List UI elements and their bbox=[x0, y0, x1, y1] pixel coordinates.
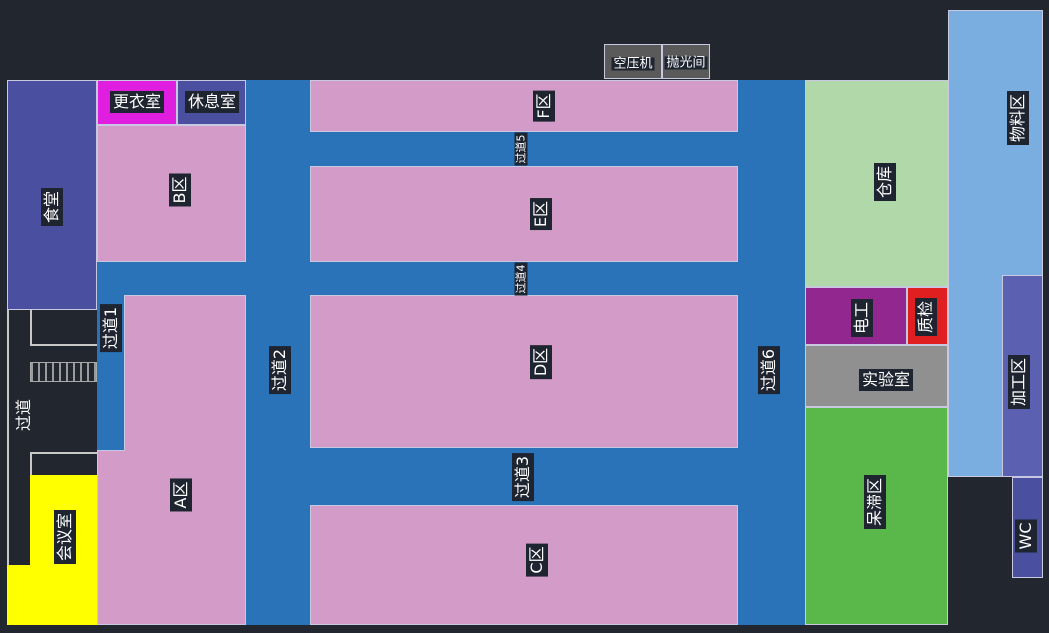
zone-a-lower bbox=[97, 450, 125, 625]
label-rest: 休息室 bbox=[184, 91, 240, 113]
room-meeting-lower bbox=[7, 565, 31, 625]
label-wc: WC bbox=[1015, 519, 1037, 553]
label-lab: 实验室 bbox=[858, 369, 914, 391]
wall-line bbox=[7, 310, 9, 565]
label-electric: 电工 bbox=[851, 298, 873, 338]
label-zone-c: C区 bbox=[526, 543, 548, 577]
label-compressor: 空压机 bbox=[611, 56, 655, 72]
label-aisle2: 过道2 bbox=[269, 345, 291, 395]
label-meeting: 会议室 bbox=[54, 509, 76, 565]
zone-f[interactable] bbox=[310, 80, 738, 132]
label-zone-a: A区 bbox=[170, 478, 192, 512]
label-warehouse: 仓库 bbox=[874, 162, 896, 202]
zone-a[interactable] bbox=[124, 295, 246, 625]
zone-d[interactable] bbox=[310, 295, 738, 448]
label-aisle6: 过道6 bbox=[758, 345, 780, 395]
wall-line bbox=[30, 452, 32, 476]
label-aisle4: 过道4 bbox=[514, 262, 528, 296]
wall-line bbox=[30, 452, 97, 454]
label-aisle3: 过道3 bbox=[512, 452, 534, 502]
wall-line bbox=[30, 310, 32, 345]
label-idle: 呆滞区 bbox=[864, 474, 886, 530]
label-zone-e: E区 bbox=[530, 197, 552, 231]
label-processing: 加工区 bbox=[1008, 354, 1030, 410]
stairs bbox=[30, 362, 97, 382]
label-polishing: 抛光间 bbox=[664, 55, 708, 71]
label-aisle: 过道 bbox=[14, 398, 33, 432]
label-zone-f: F区 bbox=[533, 90, 555, 122]
wall-line bbox=[30, 344, 97, 346]
label-zone-d: D区 bbox=[530, 344, 552, 380]
label-aisle1: 过道1 bbox=[100, 303, 122, 353]
label-material: 物料区 bbox=[1007, 90, 1029, 146]
label-locker: 更衣室 bbox=[109, 91, 165, 113]
label-qc: 质检 bbox=[915, 297, 937, 337]
label-aisle5: 过道5 bbox=[514, 132, 528, 166]
label-canteen: 食堂 bbox=[41, 187, 63, 227]
zone-c[interactable] bbox=[310, 505, 738, 625]
label-zone-b: B区 bbox=[169, 173, 191, 207]
zone-e[interactable] bbox=[310, 166, 738, 262]
